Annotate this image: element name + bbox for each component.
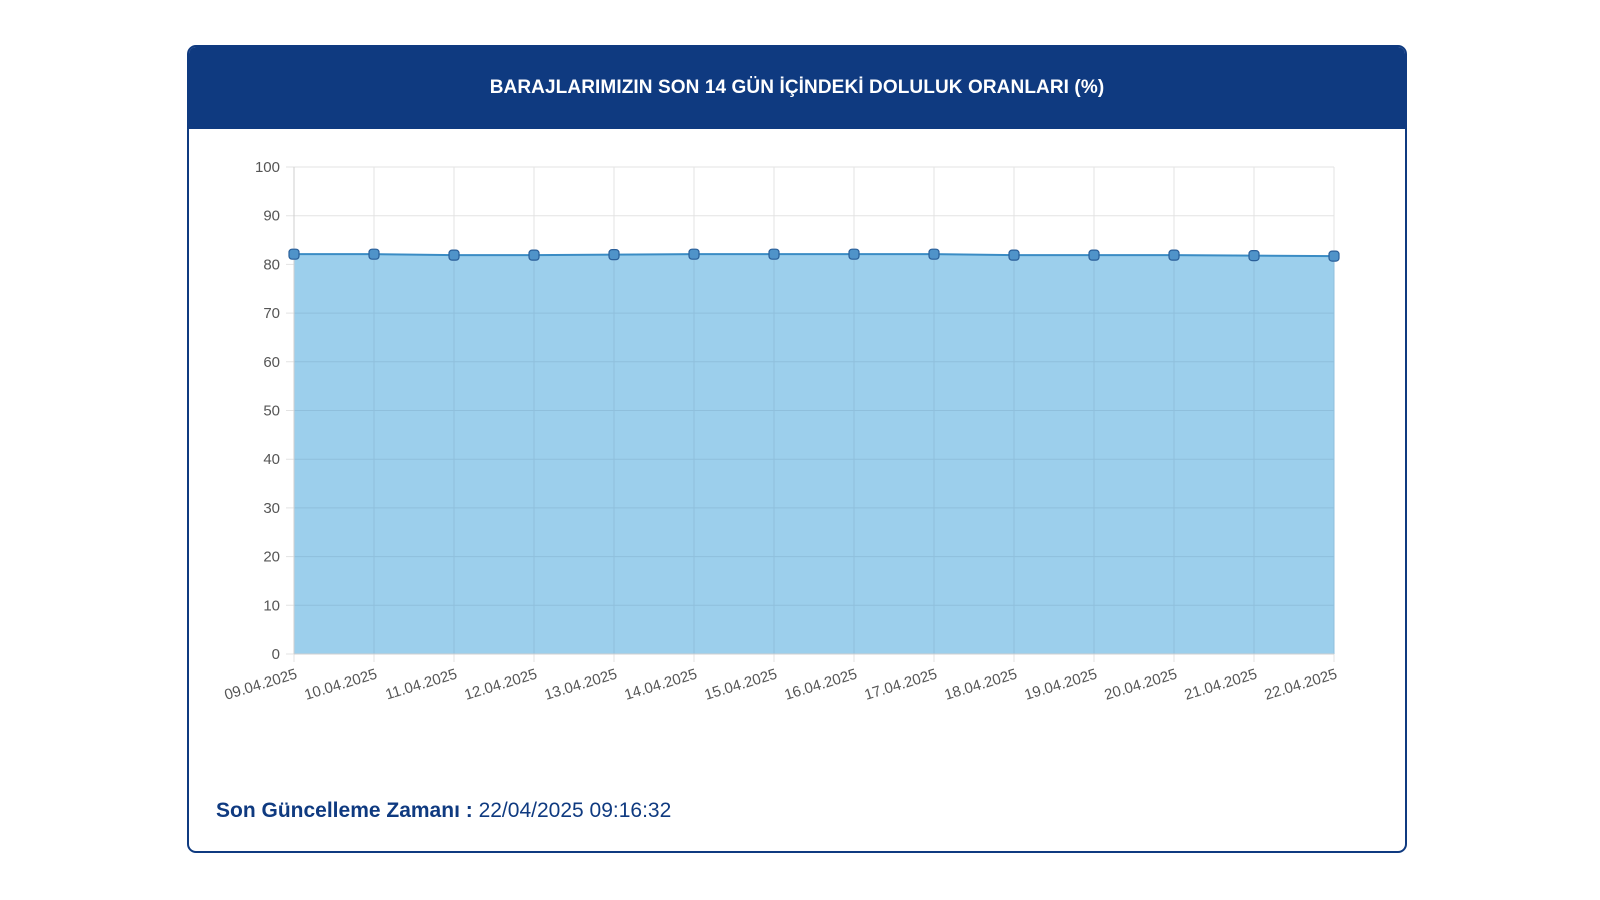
- x-tick-label: 20.04.2025: [1102, 666, 1179, 704]
- y-tick-label: 30: [263, 500, 280, 517]
- x-tick-label: 11.04.2025: [383, 666, 459, 704]
- data-point[interactable]: [1088, 249, 1100, 261]
- x-tick-label: 16.04.2025: [782, 666, 859, 704]
- x-tick-label: 18.04.2025: [942, 666, 1019, 704]
- card-header: BARAJLARIMIZIN SON 14 GÜN İÇİNDEKİ DOLUL…: [189, 47, 1405, 129]
- y-tick-label: 90: [263, 208, 280, 225]
- x-tick-label: 21.04.2025: [1182, 666, 1259, 704]
- data-point[interactable]: [608, 249, 620, 261]
- marker-layer: [288, 248, 1340, 262]
- series-area: [294, 254, 1334, 654]
- data-point[interactable]: [848, 248, 860, 260]
- chart-title: BARAJLARIMIZIN SON 14 GÜN İÇİNDEKİ DOLUL…: [489, 77, 1105, 98]
- x-tick-label: 09.04.2025: [222, 666, 299, 704]
- data-point[interactable]: [768, 248, 780, 260]
- y-tick-label: 40: [263, 451, 280, 468]
- y-tick-label: 70: [263, 305, 280, 322]
- data-point[interactable]: [528, 249, 540, 261]
- x-tick-label: 15.04.2025: [702, 666, 779, 704]
- y-tick-label: 100: [255, 159, 280, 176]
- data-point[interactable]: [448, 249, 460, 261]
- x-tick-label: 14.04.2025: [622, 666, 699, 704]
- x-tick-label: 13.04.2025: [542, 666, 619, 704]
- data-point[interactable]: [368, 248, 380, 260]
- x-tick-label: 10.04.2025: [302, 666, 379, 704]
- y-tick-label: 60: [263, 354, 280, 371]
- y-tick-label: 50: [263, 403, 280, 420]
- area-chart: 0 10 20 30 40 50 60 70 80 90 100 09.04.2025 10.04.20…: [222, 159, 1340, 704]
- x-tick-label: 12.04.2025: [462, 666, 539, 704]
- x-tick-label: 22.04.2025: [1262, 666, 1339, 704]
- chart-card: BARAJLARIMIZIN SON 14 GÜN İÇİNDEKİ DOLUL…: [187, 45, 1407, 853]
- data-point[interactable]: [928, 248, 940, 260]
- x-tick-label: 17.04.2025: [862, 666, 939, 704]
- data-point[interactable]: [288, 248, 300, 260]
- y-tick-label: 80: [263, 256, 280, 273]
- area-layer: [293, 253, 1335, 654]
- series-line: [294, 253, 1335, 258]
- last-update-label: Son Güncelleme Zamanı :: [216, 799, 473, 822]
- data-point[interactable]: [1328, 250, 1340, 262]
- last-update-value: 22/04/2025 09:16:32: [478, 799, 672, 822]
- last-update: Son Güncelleme Zamanı : 22/04/2025 09:16…: [216, 799, 671, 823]
- data-point[interactable]: [688, 248, 700, 260]
- y-tick-label: 0: [272, 646, 280, 663]
- x-tick-label: 19.04.2025: [1022, 666, 1099, 704]
- y-tick-label: 20: [263, 549, 280, 566]
- y-tick-label: 10: [263, 597, 280, 614]
- data-point[interactable]: [1168, 249, 1180, 261]
- data-point[interactable]: [1248, 250, 1260, 262]
- data-point[interactable]: [1008, 249, 1020, 261]
